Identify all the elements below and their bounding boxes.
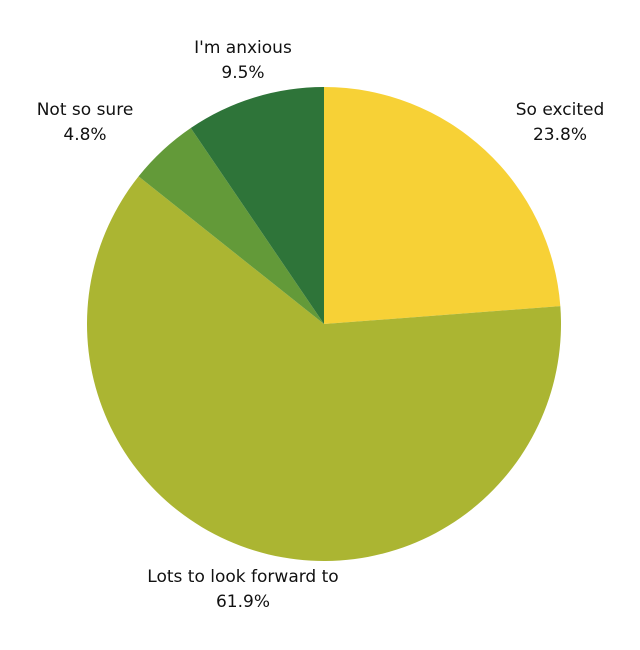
slice-value-label: 4.8% (63, 125, 106, 145)
slice-label: So excited (516, 100, 605, 120)
slice-value-label: 61.9% (216, 592, 270, 612)
slice-label: Not so sure (37, 100, 134, 120)
pie-slice (190, 87, 324, 324)
pie-slice (138, 127, 324, 324)
pie-slice (324, 87, 561, 324)
slice-label: I'm anxious (194, 38, 292, 58)
slice-value-label: 9.5% (221, 63, 264, 83)
slice-label: Lots to look forward to (147, 567, 338, 587)
slice-value-label: 23.8% (533, 125, 587, 145)
pie-slice (86, 176, 562, 562)
